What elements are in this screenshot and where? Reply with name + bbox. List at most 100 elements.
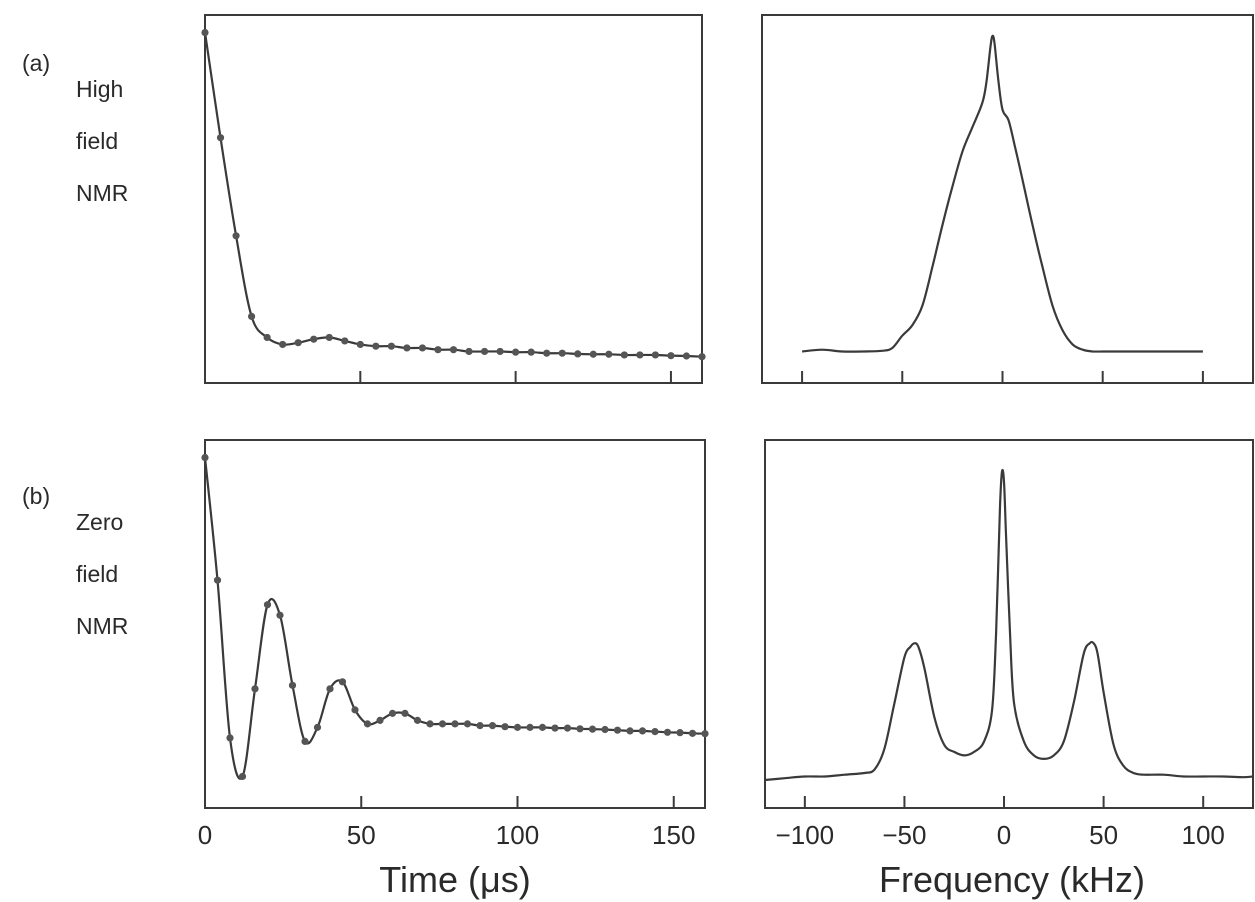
data-point <box>438 720 447 728</box>
data-point <box>574 350 582 358</box>
data-point <box>201 453 209 462</box>
data-point <box>512 348 520 356</box>
plot-frame <box>204 14 703 384</box>
data-point <box>636 351 644 359</box>
series-line <box>801 34 1203 353</box>
data-point <box>551 724 559 732</box>
x-tick-label: 100 <box>496 820 539 850</box>
data-point <box>403 344 411 352</box>
data-point <box>563 724 572 732</box>
data-point <box>463 720 472 728</box>
data-point <box>601 725 609 734</box>
data-point <box>325 333 333 342</box>
data-point <box>213 576 222 584</box>
data-point <box>488 722 497 730</box>
x-tick-label: 0 <box>997 820 1011 850</box>
plot-frame <box>764 439 1254 809</box>
data-point <box>651 727 659 736</box>
data-point <box>426 720 434 728</box>
x-tick-label: 50 <box>347 820 376 850</box>
series-line <box>764 468 1254 782</box>
data-point <box>363 720 372 728</box>
data-point <box>480 347 489 356</box>
data-point <box>588 725 597 733</box>
data-point <box>701 730 709 738</box>
row-label-b-text: Zero field NMR <box>76 483 128 639</box>
x-tick-label: 50 <box>1089 820 1118 850</box>
row-label-b-line-2: field <box>76 561 119 587</box>
data-point <box>513 723 522 731</box>
row-label-a-line-1: High <box>76 76 124 102</box>
data-point <box>527 348 535 356</box>
data-point <box>351 706 359 714</box>
data-point <box>663 728 672 736</box>
x-tick-label: −50 <box>882 820 926 850</box>
data-point <box>620 351 628 359</box>
data-point <box>294 339 302 347</box>
x-tick-label: −100 <box>776 820 835 850</box>
x-tick-label: 0 <box>198 820 212 850</box>
plot-frame <box>761 14 1254 384</box>
data-point <box>372 342 380 350</box>
data-point <box>401 709 409 717</box>
data-point <box>301 737 309 746</box>
row-label-a-line-2: field <box>76 128 119 154</box>
data-point <box>216 134 225 142</box>
data-point <box>651 351 660 359</box>
data-point <box>387 342 395 350</box>
x-tick-label: 100 <box>1182 820 1225 850</box>
x-axis-title-frequency: Frequency (kHz) <box>879 859 1145 900</box>
row-label-b-line-1: Zero <box>76 509 124 535</box>
data-point <box>526 723 534 731</box>
row-label-a-tag: (a) <box>22 50 51 76</box>
data-point <box>605 350 613 358</box>
data-point <box>496 347 504 356</box>
row-label-a-text: High field NMR <box>76 50 128 206</box>
x-axis-title-time: Time (μs) <box>379 859 530 900</box>
data-point <box>338 678 347 686</box>
data-point <box>388 709 397 717</box>
data-point <box>238 772 247 781</box>
data-point <box>476 722 484 730</box>
x-tick-label: 150 <box>652 820 695 850</box>
data-point <box>682 352 691 360</box>
panel-a-time <box>201 14 706 384</box>
data-point <box>251 685 259 693</box>
data-point <box>501 723 509 731</box>
data-point <box>449 346 458 354</box>
data-point <box>279 340 287 349</box>
series-line <box>203 32 703 358</box>
plot-frame <box>204 439 706 809</box>
data-point <box>451 720 459 728</box>
data-point <box>356 340 364 349</box>
data-point <box>626 727 634 735</box>
data-point <box>418 344 427 352</box>
data-point <box>543 349 551 357</box>
data-point <box>201 28 209 37</box>
data-point <box>341 337 349 345</box>
data-point <box>413 716 422 724</box>
data-point <box>313 723 322 731</box>
data-point <box>434 346 442 354</box>
data-point <box>310 335 318 343</box>
data-point <box>638 727 647 735</box>
data-point <box>589 350 597 358</box>
data-point <box>226 734 234 742</box>
data-point <box>613 726 622 734</box>
data-point <box>263 601 272 609</box>
data-point <box>263 333 271 342</box>
data-point <box>232 232 240 240</box>
data-point <box>676 729 684 737</box>
panel-b-time: 0 50 100 150 <box>198 439 709 850</box>
data-point <box>667 352 675 360</box>
row-label-b-tag: (b) <box>22 483 51 509</box>
data-point <box>276 611 284 619</box>
data-point <box>465 347 473 356</box>
data-point <box>538 723 547 731</box>
row-label-b-line-3: NMR <box>76 613 129 639</box>
data-point <box>376 716 384 724</box>
row-label-a-line-3: NMR <box>76 180 129 206</box>
data-point <box>698 353 706 361</box>
data-point <box>688 729 697 737</box>
